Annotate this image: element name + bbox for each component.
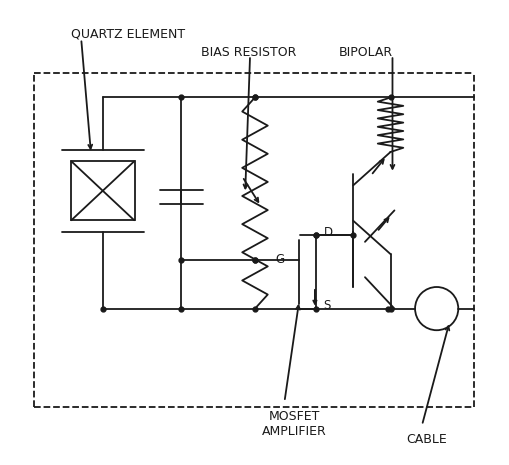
Text: BIPOLAR: BIPOLAR xyxy=(338,46,392,59)
Text: D: D xyxy=(324,226,333,239)
Text: G: G xyxy=(275,253,285,266)
Text: BIAS RESISTOR: BIAS RESISTOR xyxy=(201,46,296,59)
Text: S: S xyxy=(324,299,331,312)
Text: CABLE: CABLE xyxy=(407,433,447,446)
Bar xyxy=(71,161,135,220)
Text: QUARTZ ELEMENT: QUARTZ ELEMENT xyxy=(71,27,185,40)
Text: MOSFET
AMPLIFIER: MOSFET AMPLIFIER xyxy=(262,410,327,438)
